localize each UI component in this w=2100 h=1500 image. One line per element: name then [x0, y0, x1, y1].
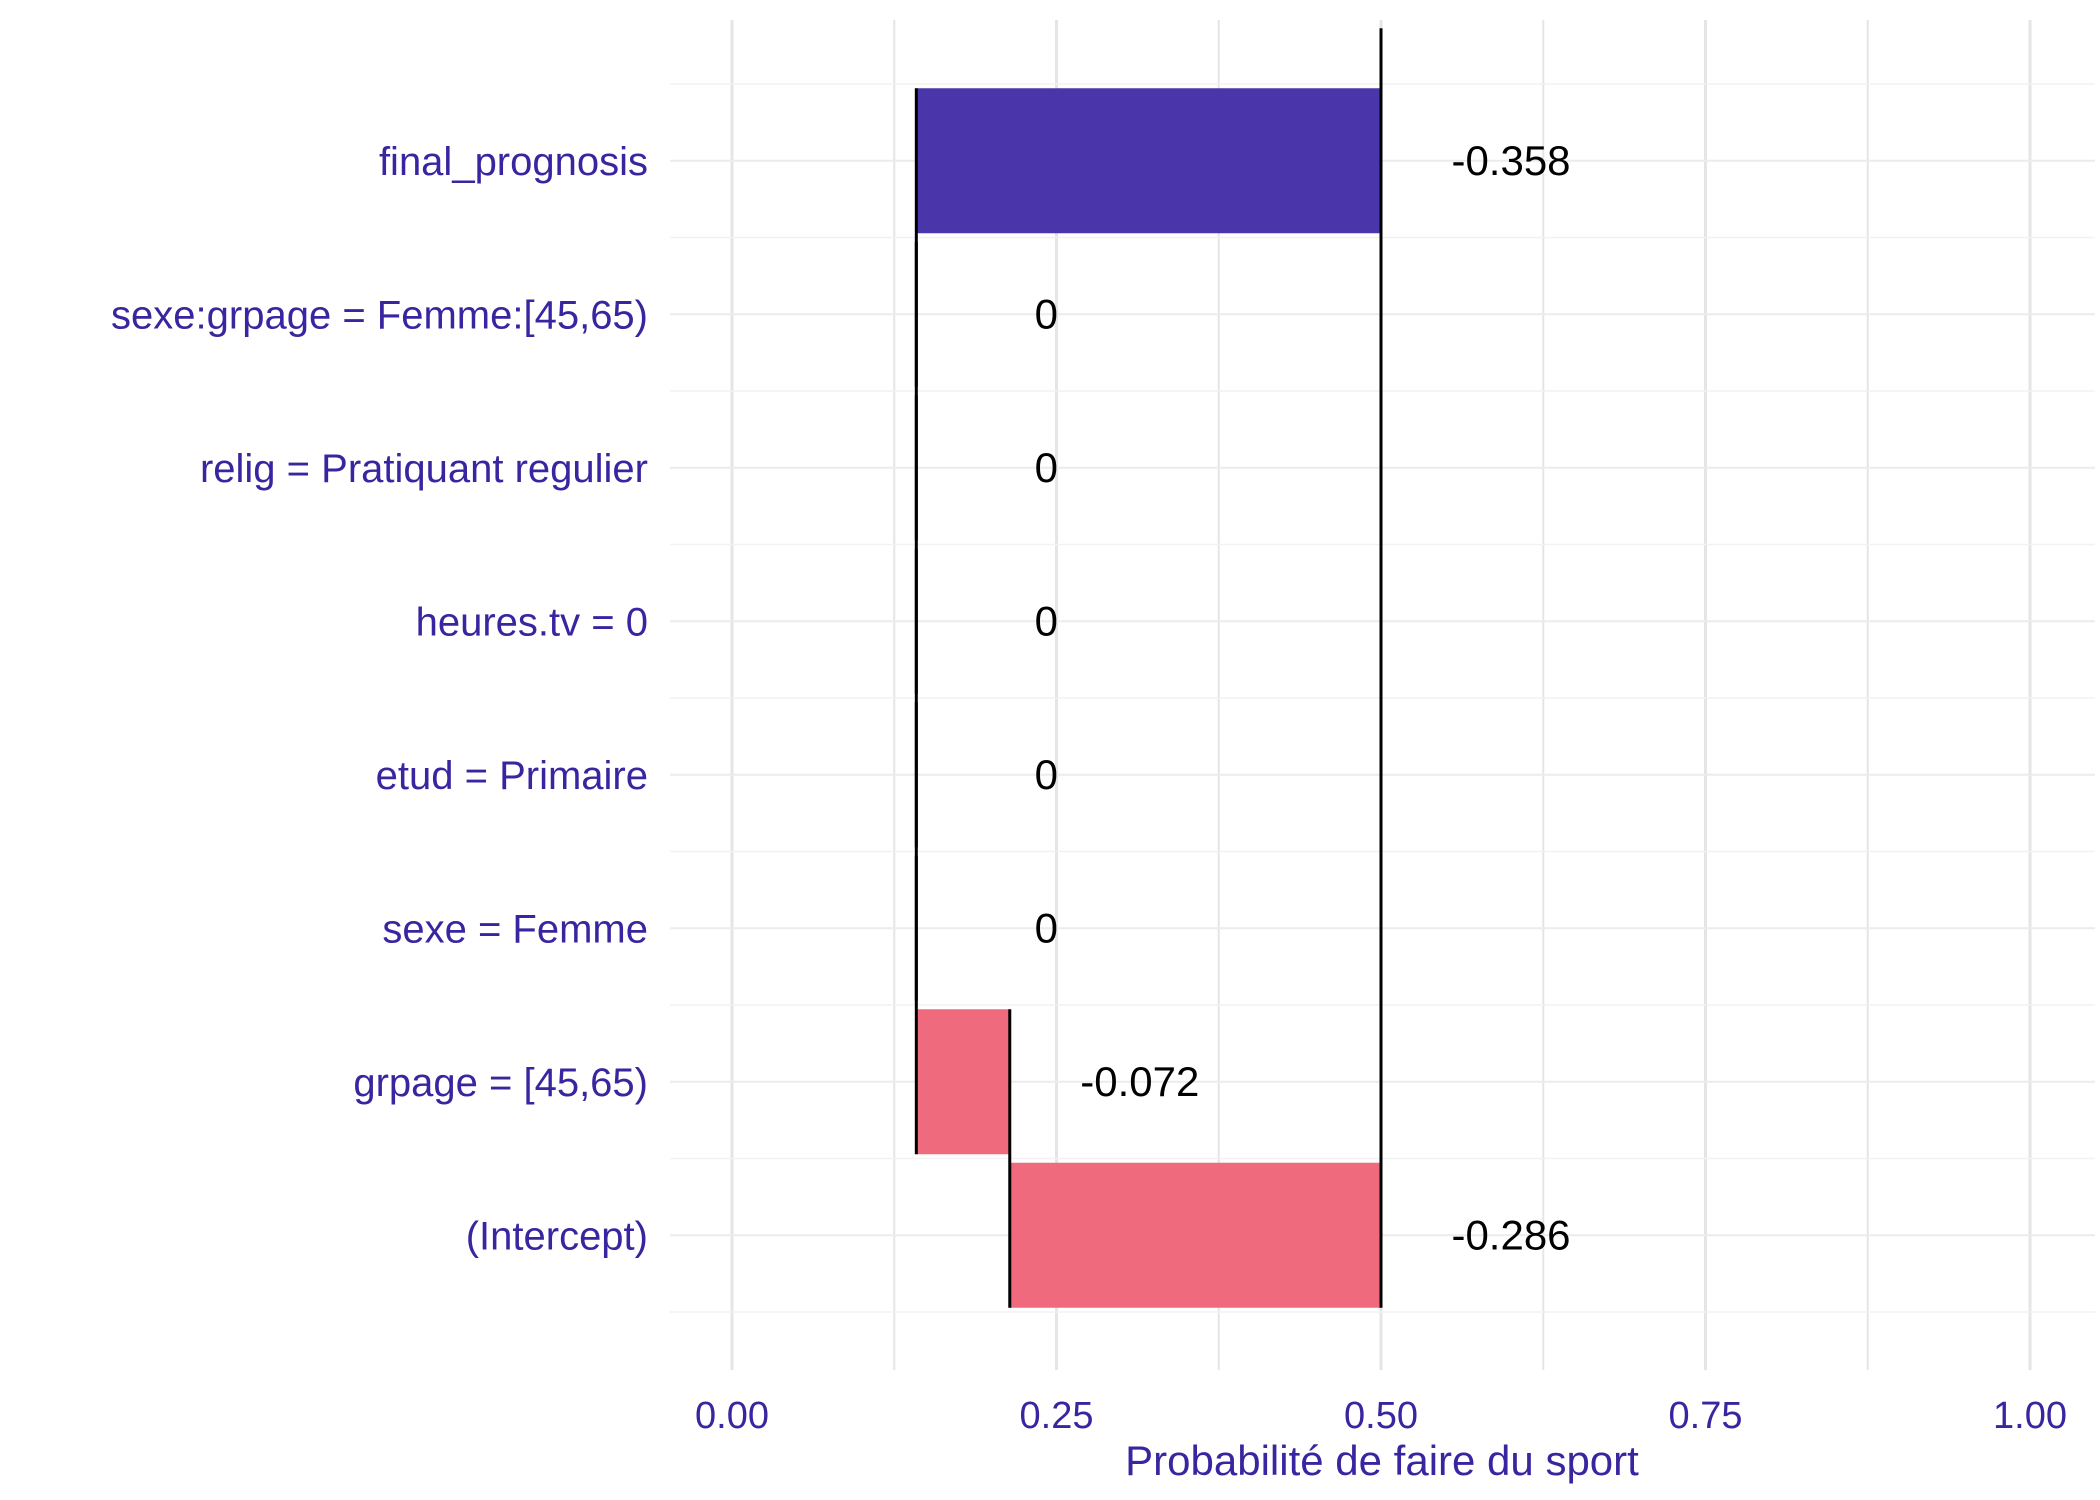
y-axis-label: etud = Primaire [376, 754, 648, 798]
y-axis-labels: final_prognosis sexe:grpage = Femme:[45,6… [111, 140, 648, 1259]
x-axis-title: Probabilité de faire du sport [1125, 1437, 1639, 1484]
x-axis-ticks: 0.00 0.25 0.50 0.75 1.00 [695, 1395, 2067, 1437]
bar [916, 88, 1381, 234]
bar [916, 1009, 1010, 1155]
x-tick-label: 0.25 [1020, 1395, 1094, 1437]
value-label: -0.286 [1451, 1211, 1570, 1258]
y-axis-label: (Intercept) [466, 1214, 648, 1258]
value-label: -0.358 [1451, 137, 1570, 184]
bars [916, 88, 1381, 1308]
y-axis-label: sexe = Femme [382, 907, 648, 951]
value-label: 0 [1035, 444, 1058, 491]
x-tick-label: 1.00 [1993, 1395, 2067, 1437]
connector-lines [914, 28, 1383, 1308]
value-labels: -0.358 0 0 0 0 0 -0.072 -0.286 [1035, 137, 1571, 1259]
value-label: 0 [1035, 290, 1058, 337]
value-label: 0 [1035, 751, 1058, 798]
x-tick-label: 0.00 [695, 1395, 769, 1437]
x-tick-label: 0.50 [1344, 1395, 1418, 1437]
x-tick-label: 0.75 [1669, 1395, 1743, 1437]
y-axis-label: sexe:grpage = Femme:[45,65) [111, 293, 648, 337]
y-axis-label: heures.tv = 0 [416, 600, 648, 644]
value-label: 0 [1035, 597, 1058, 644]
y-axis-label: final_prognosis [379, 140, 648, 184]
bar [1009, 1162, 1381, 1308]
y-axis-label: grpage = [45,65) [353, 1061, 648, 1105]
value-label: 0 [1035, 904, 1058, 951]
value-label: -0.072 [1080, 1058, 1199, 1105]
y-axis-label: relig = Pratiquant regulier [200, 447, 648, 491]
